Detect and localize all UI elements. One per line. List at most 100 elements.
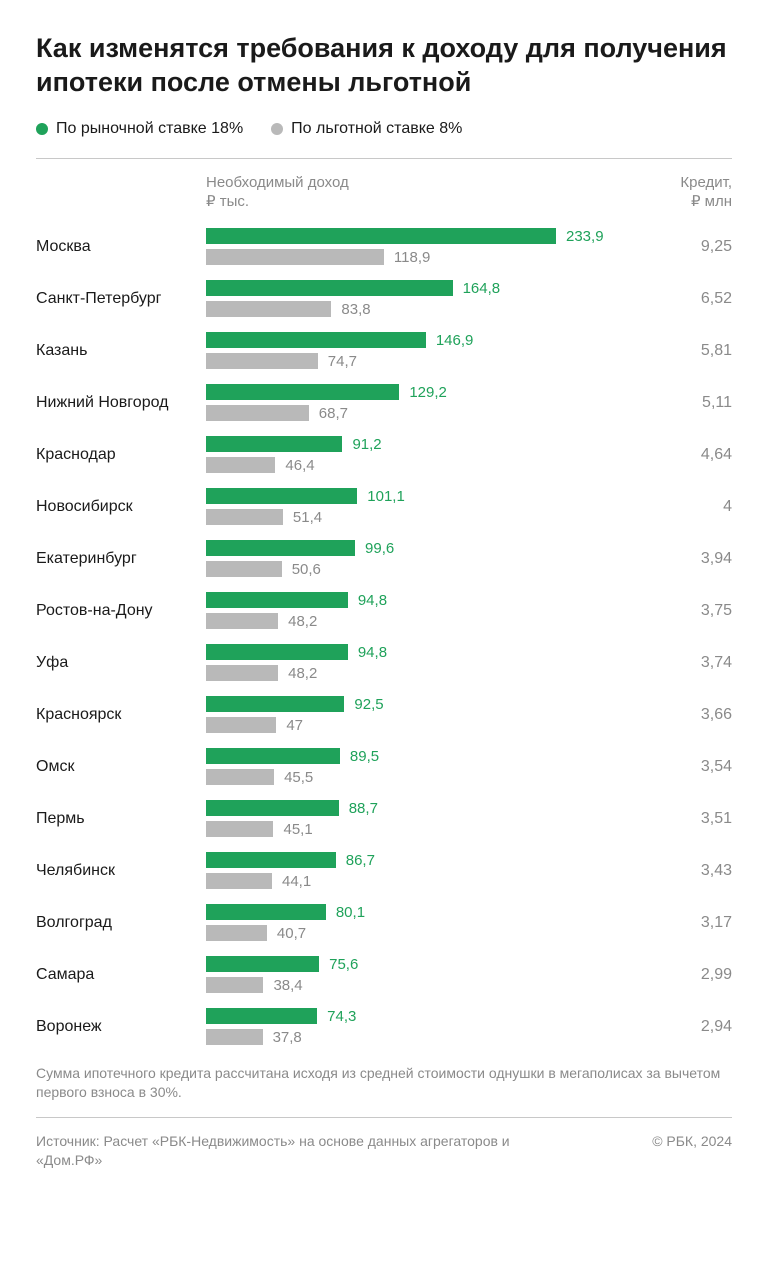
bar-subsidized-label: 47 <box>286 717 303 734</box>
bar-market-wrap: 146,9 <box>206 332 642 349</box>
bar-market-wrap: 92,5 <box>206 696 642 713</box>
bar-market-label: 99,6 <box>365 540 394 557</box>
header-credit: Кредит,₽ млн <box>642 173 732 212</box>
city-label: Екатеринбург <box>36 550 206 568</box>
bar-subsidized <box>206 561 282 577</box>
chart-row: Самара75,638,42,99 <box>36 956 732 994</box>
bar-subsidized-wrap: 83,8 <box>206 301 642 318</box>
legend-label-market: По рыночной ставке 18% <box>56 120 243 138</box>
bar-subsidized-wrap: 38,4 <box>206 977 642 994</box>
bar-subsidized <box>206 665 278 681</box>
bar-subsidized-label: 44,1 <box>282 873 311 890</box>
chart-title: Как изменятся требования к доходу для по… <box>36 32 732 100</box>
bar-subsidized <box>206 873 272 889</box>
bar-market <box>206 644 348 660</box>
bar-subsidized-wrap: 45,1 <box>206 821 642 838</box>
credit-value: 2,99 <box>642 966 732 984</box>
bar-group: 99,6 50,6 <box>206 540 642 578</box>
bar-subsidized-label: 83,8 <box>341 301 370 318</box>
bar-subsidized-label: 68,7 <box>319 405 348 422</box>
credit-value: 3,17 <box>642 914 732 932</box>
bar-subsidized-label: 40,7 <box>277 925 306 942</box>
bar-market <box>206 592 348 608</box>
bar-market-wrap: 129,2 <box>206 384 642 401</box>
bar-subsidized-label: 38,4 <box>273 977 302 994</box>
bar-market-label: 86,7 <box>346 852 375 869</box>
bar-market <box>206 1008 317 1024</box>
city-label: Воронеж <box>36 1018 206 1036</box>
bar-subsidized-label: 45,1 <box>283 821 312 838</box>
bar-market-label: 91,2 <box>352 436 381 453</box>
bar-subsidized <box>206 769 274 785</box>
bar-subsidized-wrap: 47 <box>206 717 642 734</box>
bar-subsidized <box>206 405 309 421</box>
chart-row: Екатеринбург 99,6 50,6 3,94 <box>36 540 732 578</box>
bar-group: 92,5 47 <box>206 696 642 734</box>
credit-value: 9,25 <box>642 238 732 256</box>
bar-market-label: 233,9 <box>566 228 604 245</box>
bar-subsidized-wrap: 118,9 <box>206 249 642 266</box>
source-text: Источник: Расчет «РБК-Недвижимость» на о… <box>36 1132 546 1171</box>
bar-group: 80,1 40,7 <box>206 904 642 942</box>
bar-market-label: 92,5 <box>354 696 383 713</box>
bar-subsidized <box>206 925 267 941</box>
city-label: Челябинск <box>36 862 206 880</box>
bar-market <box>206 280 453 296</box>
bar-subsidized-wrap: 68,7 <box>206 405 642 422</box>
credit-value: 3,43 <box>642 862 732 880</box>
bar-subsidized-wrap: 74,7 <box>206 353 642 370</box>
legend-item-subsidized: По льготной ставке 8% <box>271 120 462 138</box>
bar-market-label: 75,6 <box>329 956 358 973</box>
bar-subsidized-wrap: 46,4 <box>206 457 642 474</box>
bar-market-label: 146,9 <box>436 332 474 349</box>
source-line: Источник: Расчет «РБК-Недвижимость» на о… <box>36 1132 732 1171</box>
chart-row: Воронеж74,337,82,94 <box>36 1008 732 1046</box>
chart-row: Ростов-на-Дону94,848,23,75 <box>36 592 732 630</box>
city-label: Нижний Новгород <box>36 394 206 412</box>
credit-value: 4,64 <box>642 446 732 464</box>
bar-market-label: 88,7 <box>349 800 378 817</box>
bar-market-wrap: 101,1 <box>206 488 642 505</box>
chart-row: Омск89,545,53,54 <box>36 748 732 786</box>
legend-dot-subsidized <box>271 123 283 135</box>
bar-subsidized <box>206 249 384 265</box>
chart-row: Новосибирск101,151,44 <box>36 488 732 526</box>
chart-row: Краснодар91,246,44,64 <box>36 436 732 474</box>
bar-subsidized-wrap: 48,2 <box>206 665 642 682</box>
bar-market-wrap: 75,6 <box>206 956 642 973</box>
credit-value: 3,94 <box>642 550 732 568</box>
city-label: Красноярск <box>36 706 206 724</box>
bar-subsidized-label: 74,7 <box>328 353 357 370</box>
bar-market <box>206 748 340 764</box>
city-label: Пермь <box>36 810 206 828</box>
bar-group: 164,883,8 <box>206 280 642 318</box>
header-income: Необходимый доход₽ тыс. <box>206 173 642 212</box>
bar-subsidized-label: 50,6 <box>292 561 321 578</box>
bar-market-label: 94,8 <box>358 644 387 661</box>
bar-subsidized-wrap: 40,7 <box>206 925 642 942</box>
credit-value: 3,75 <box>642 602 732 620</box>
city-label: Новосибирск <box>36 498 206 516</box>
bar-market-wrap: 86,7 <box>206 852 642 869</box>
bar-subsidized-label: 46,4 <box>285 457 314 474</box>
bar-group: 94,8 48,2 <box>206 644 642 682</box>
bar-subsidized <box>206 1029 263 1045</box>
credit-value: 6,52 <box>642 290 732 308</box>
copyright-text: © РБК, 2024 <box>652 1132 732 1171</box>
city-label: Омск <box>36 758 206 776</box>
divider-top <box>36 158 732 159</box>
bar-market-wrap: 94,8 <box>206 592 642 609</box>
bar-market-wrap: 89,5 <box>206 748 642 765</box>
bar-group: 74,337,8 <box>206 1008 642 1046</box>
bar-group: 233,9 118,9 <box>206 228 642 266</box>
bar-subsidized <box>206 717 276 733</box>
bar-market-wrap: 74,3 <box>206 1008 642 1025</box>
bar-market <box>206 332 426 348</box>
credit-value: 3,74 <box>642 654 732 672</box>
bar-market-wrap: 99,6 <box>206 540 642 557</box>
bar-market-wrap: 80,1 <box>206 904 642 921</box>
bar-subsidized <box>206 977 263 993</box>
city-label: Санкт-Петербург <box>36 290 206 308</box>
bar-subsidized <box>206 457 275 473</box>
bar-subsidized-wrap: 44,1 <box>206 873 642 890</box>
